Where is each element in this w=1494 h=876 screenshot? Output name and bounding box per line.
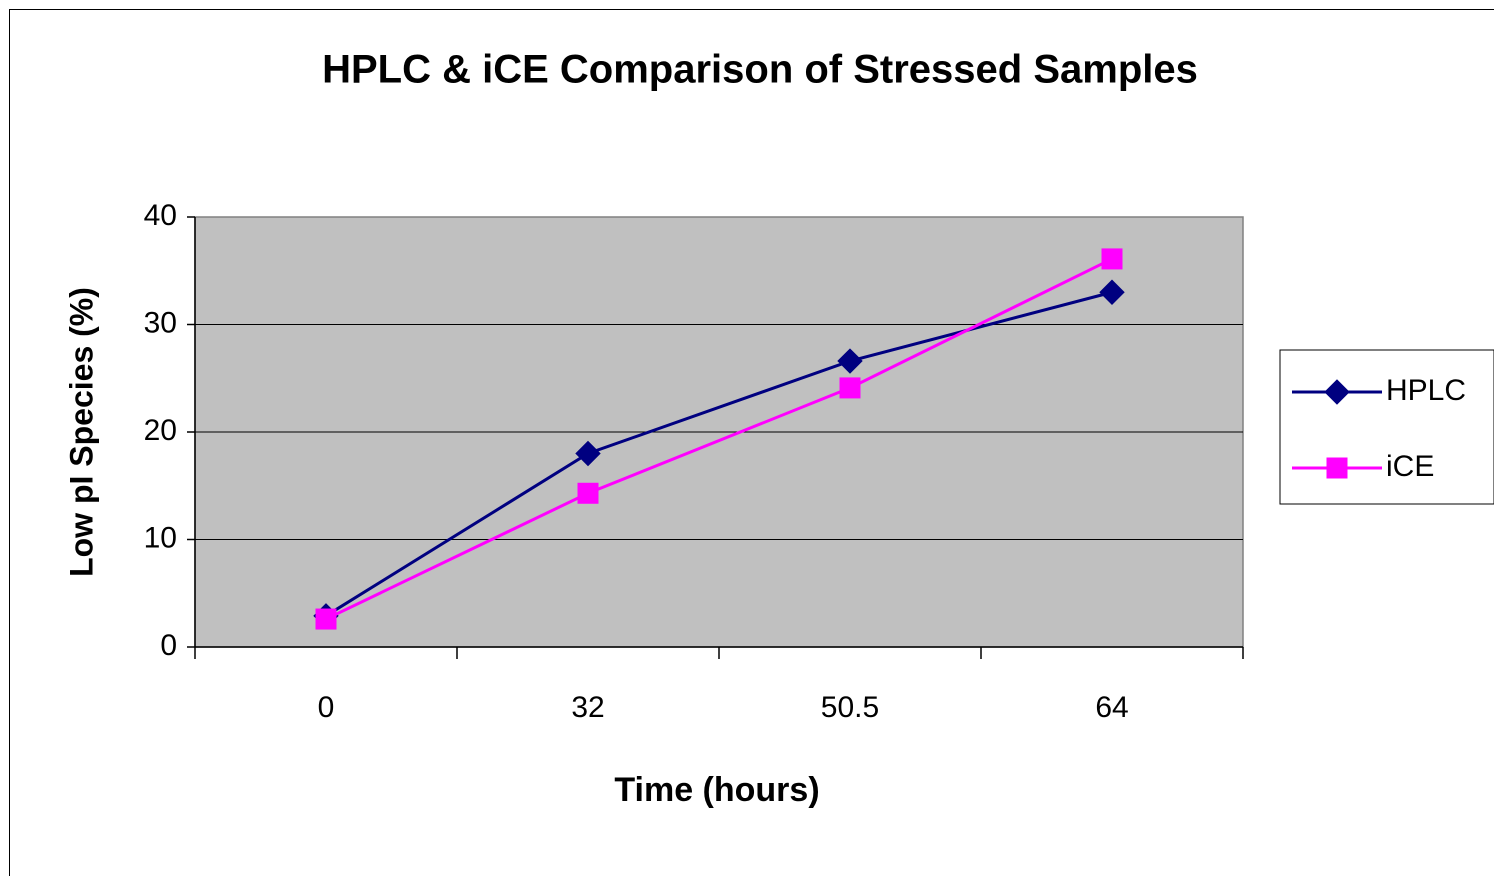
marker — [1324, 379, 1350, 405]
marker — [1101, 248, 1123, 270]
x-tick-label: 0 — [318, 691, 335, 724]
y-tick-label: 30 — [144, 306, 177, 339]
marker — [575, 440, 601, 467]
series-line — [325, 290, 1113, 618]
x-tick-label: 50.5 — [821, 691, 879, 724]
x-tick-label: 32 — [571, 691, 604, 724]
marker — [837, 348, 863, 374]
legend-label: iCE — [1386, 450, 1434, 483]
marker — [315, 608, 337, 630]
series-line — [325, 257, 1113, 621]
y-tick-label: 20 — [144, 414, 177, 447]
x-axis-title: Time (hours) — [614, 771, 819, 809]
marker — [839, 377, 861, 399]
y-tick-label: 10 — [144, 521, 177, 554]
marker — [577, 482, 599, 504]
y-tick-label: 40 — [144, 199, 177, 232]
x-tick-label: 64 — [1095, 691, 1128, 724]
marker — [1326, 457, 1348, 479]
legend-box — [1279, 349, 1494, 505]
y-axis-title: Low pI Species (%) — [63, 287, 99, 577]
legend-label: HPLC — [1386, 374, 1466, 407]
marker — [1099, 279, 1125, 305]
y-tick-label: 0 — [160, 629, 177, 662]
chart-title: HPLC & iCE Comparison of Stressed Sample… — [322, 48, 1198, 92]
